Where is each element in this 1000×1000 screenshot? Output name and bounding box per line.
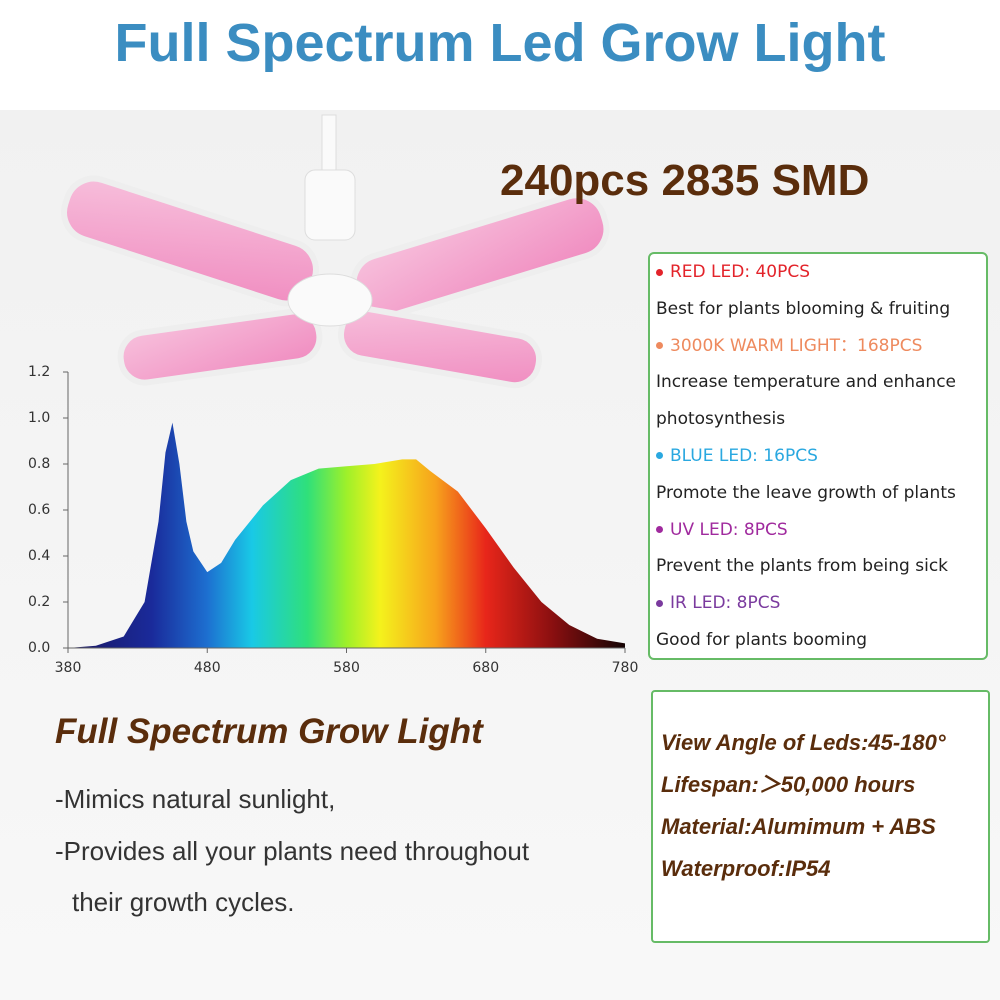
spectrum-area bbox=[68, 422, 625, 648]
spec-line: View Angle of Leds:45-180° bbox=[661, 730, 946, 755]
led-desc: Good for plants booming bbox=[656, 629, 868, 650]
feature-line: their growth cycles. bbox=[72, 887, 295, 917]
y-tick-label: 1.2 bbox=[28, 364, 50, 380]
led-label-row: UV LED: 8PCS bbox=[650, 512, 986, 549]
y-tick-label: 1.0 bbox=[28, 410, 50, 426]
spec-line: Lifespan:＞50,000 hours bbox=[661, 772, 916, 797]
features-heading: Full Spectrum Grow Light bbox=[55, 712, 483, 751]
badge: 240pcs 2835 SMD bbox=[500, 156, 870, 205]
x-tick-label: 480 bbox=[194, 660, 221, 676]
title: Full Spectrum Led Grow Light bbox=[114, 13, 886, 73]
lamp bbox=[61, 114, 610, 389]
x-tick-label: 580 bbox=[333, 660, 360, 676]
x-tick-label: 780 bbox=[612, 660, 639, 676]
bullet bbox=[656, 452, 663, 460]
spec-line: Material:Alumimum + ABS bbox=[661, 814, 936, 839]
bullet bbox=[656, 268, 663, 276]
x-tick-label: 380 bbox=[55, 660, 82, 676]
led-desc: Promote the leave growth of plants bbox=[656, 482, 956, 503]
led-label: UV LED: 8PCS bbox=[670, 519, 788, 540]
led-desc: Prevent the plants from being sick bbox=[656, 556, 949, 577]
led-desc: Best for plants blooming & fruiting bbox=[656, 298, 951, 319]
led-label: 3000K WARM LIGHT：168PCS bbox=[670, 335, 923, 356]
y-tick-label: 0.0 bbox=[28, 640, 50, 656]
y-tick-label: 0.2 bbox=[28, 594, 50, 610]
led-label-row: BLUE LED: 16PCS bbox=[650, 438, 986, 475]
specs-box: View Angle of Leds:45-180° Lifespan:＞50,0… bbox=[651, 690, 990, 943]
feature-line: -Mimics natural sunlight, bbox=[55, 784, 336, 814]
led-label: IR LED: 8PCS bbox=[670, 593, 781, 614]
led-label-row: RED LED: 40PCS bbox=[650, 254, 986, 291]
bullet bbox=[656, 599, 663, 607]
led-desc: Increase temperature and enhance photosy… bbox=[656, 372, 956, 430]
feature-line: -Provides all your plants need throughou… bbox=[55, 836, 530, 866]
led-label-row: IR LED: 8PCS bbox=[650, 585, 986, 622]
bullet bbox=[656, 342, 663, 350]
spectrum-chart: 0.0 0.2 0.4 0.6 0.8 1.0 1.2 380 480 580 680 780 bbox=[28, 364, 639, 676]
bullet bbox=[656, 526, 663, 534]
x-tick-label: 680 bbox=[472, 660, 499, 676]
spec-line: Waterproof:IP54 bbox=[661, 856, 831, 881]
led-label: RED LED: 40PCS bbox=[670, 262, 811, 282]
y-tick-label: 0.6 bbox=[28, 502, 50, 518]
y-tick-label: 0.4 bbox=[28, 548, 50, 564]
led-label-row: 3000K WARM LIGHT：168PCS bbox=[650, 328, 986, 365]
y-tick-label: 0.8 bbox=[28, 456, 50, 472]
led-label: BLUE LED: 16PCS bbox=[670, 445, 818, 466]
led-list: RED LED: 40PCS Best for plants blooming &… bbox=[648, 252, 988, 660]
